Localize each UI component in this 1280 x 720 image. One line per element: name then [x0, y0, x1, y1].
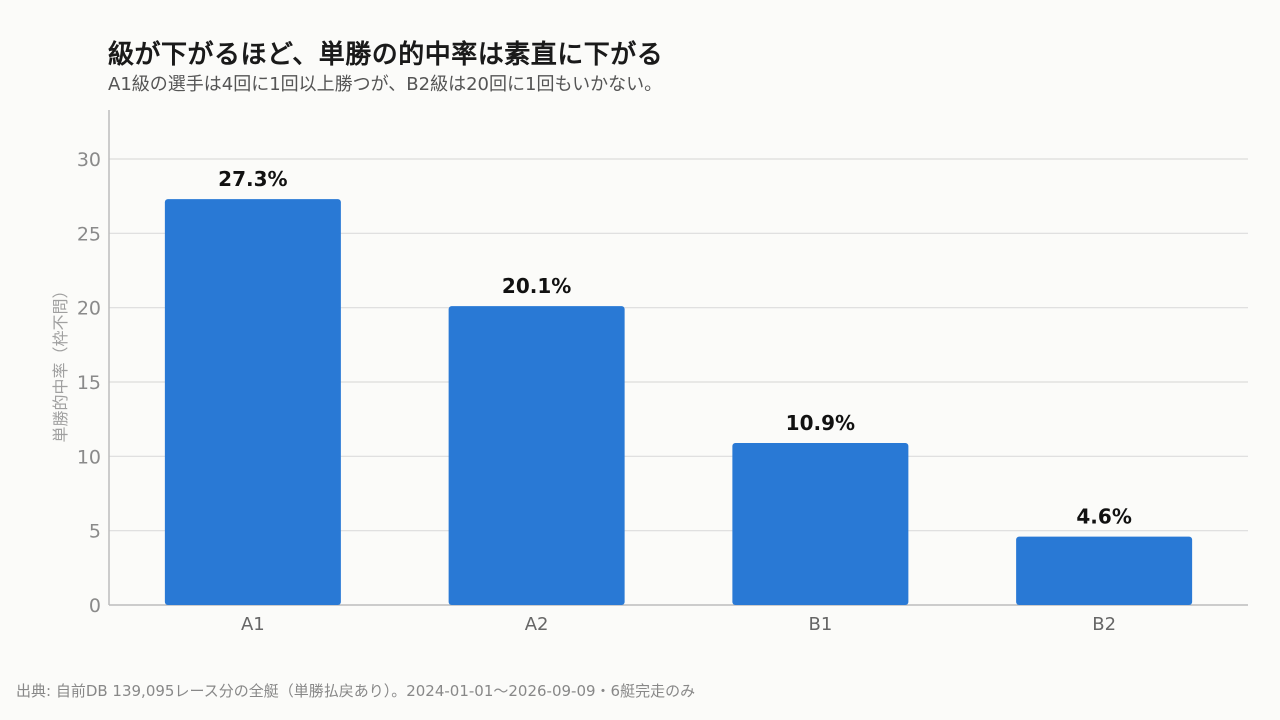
bar-value-label: 27.3% [218, 167, 287, 191]
bar-b2 [1016, 536, 1193, 605]
x-tick-label: A2 [525, 614, 549, 635]
chart-subtitle: A1級の選手は4回に1回以上勝つが、B2級は20回に1回もいかない。 [108, 74, 663, 95]
bar-a1 [164, 199, 341, 605]
bar-value-label: 4.6% [1076, 505, 1131, 529]
bar-a2 [448, 306, 625, 605]
y-tick-label: 25 [77, 223, 101, 245]
y-tick-label: 0 [89, 595, 101, 617]
x-tick-label: A1 [241, 614, 265, 635]
y-tick-label: 20 [77, 298, 101, 320]
y-tick-label: 30 [77, 149, 101, 171]
y-axis-label: 単勝的中率（枠不問） [51, 282, 70, 442]
x-tick-label: B1 [808, 614, 832, 635]
y-tick-label: 15 [77, 372, 101, 394]
source-note: 出典: 自前DB 139,095レース分の全艇（単勝払戻あり）。2024-01-… [16, 682, 696, 700]
bar-b1 [732, 442, 909, 605]
x-tick-label: B2 [1092, 614, 1116, 635]
bar-value-label: 10.9% [786, 411, 855, 435]
y-tick-label: 5 [89, 521, 101, 543]
bar-value-label: 20.1% [502, 274, 571, 298]
y-tick-label: 10 [77, 446, 101, 468]
chart-title: 級が下がるほど、単勝の的中率は素直に下がる [108, 40, 664, 70]
